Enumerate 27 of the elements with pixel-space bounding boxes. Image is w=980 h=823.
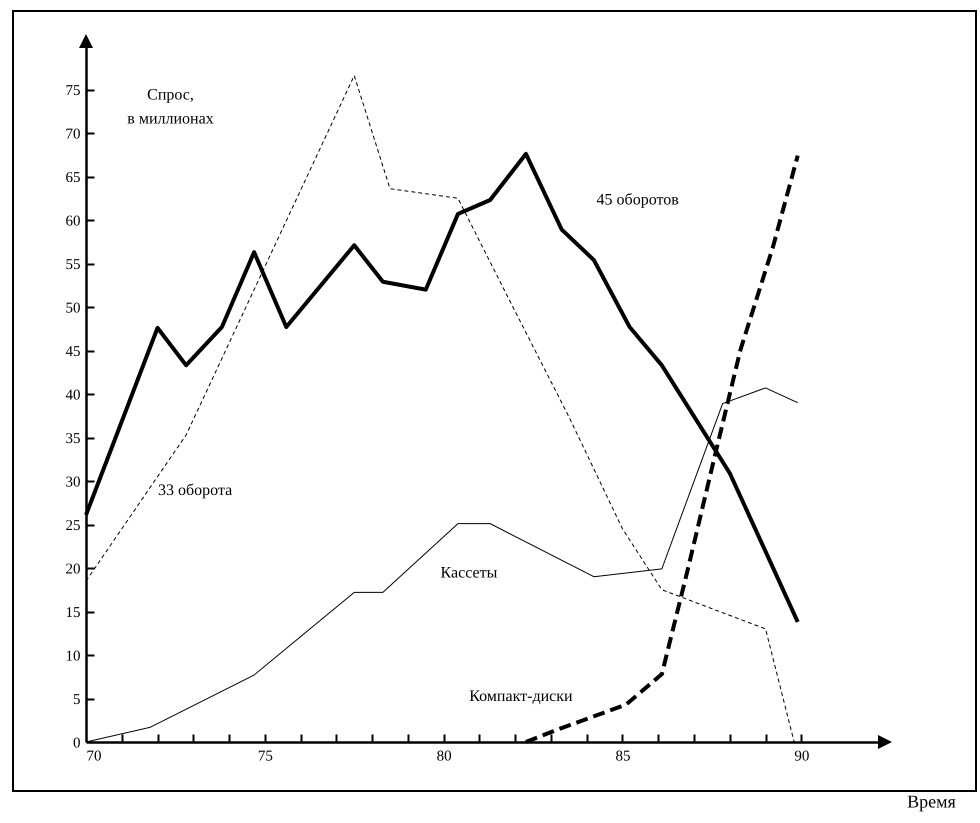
y-axis-title: Спрос, в миллионах bbox=[127, 86, 214, 128]
x-tick-label: 85 bbox=[615, 748, 630, 764]
y-tick-label: 45 bbox=[66, 344, 80, 360]
y-tick-label: 20 bbox=[66, 562, 80, 578]
y-tick-label: 65 bbox=[66, 170, 80, 186]
x-axis-title: Время bbox=[907, 792, 956, 812]
series-label: 33 оборота bbox=[158, 482, 232, 499]
x-tick-label: 75 bbox=[258, 748, 273, 764]
x-tick-label: 80 bbox=[436, 748, 452, 764]
y-tick-label: 15 bbox=[66, 605, 80, 621]
y-tick-label: 5 bbox=[73, 692, 80, 708]
series-label: Компакт-диски bbox=[469, 688, 574, 705]
y-tick-label: 50 bbox=[66, 300, 80, 316]
y-tick-label: 40 bbox=[66, 388, 80, 404]
y-tick-label: 55 bbox=[66, 257, 80, 273]
y-tick-label: 10 bbox=[66, 648, 80, 664]
y-tick-label: 75 bbox=[66, 83, 80, 99]
x-tick-label: 70 bbox=[86, 748, 102, 764]
y-tick-label: 70 bbox=[66, 126, 80, 142]
y-tick-label: 35 bbox=[66, 431, 80, 447]
y-tick-label: 0 bbox=[73, 736, 80, 752]
y-tick-label: 25 bbox=[66, 518, 80, 534]
y-tick-label: 30 bbox=[66, 474, 80, 490]
x-tick-label: 90 bbox=[794, 748, 810, 764]
y-tick-label: 60 bbox=[66, 214, 80, 230]
text: 45 оборотов bbox=[596, 192, 680, 209]
series-label: Кассеты bbox=[440, 564, 498, 582]
